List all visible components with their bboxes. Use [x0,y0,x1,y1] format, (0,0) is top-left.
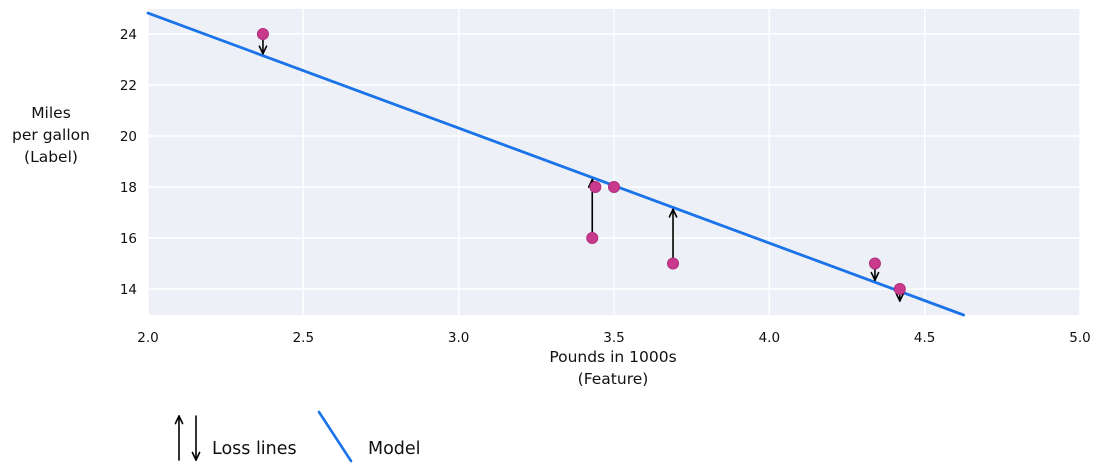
loss-line-arrow [870,267,880,281]
arrow-head-left [191,451,197,461]
y-axis-label-line3: (Label) [24,148,78,166]
loss-line-arrow [258,38,268,55]
y-axis-label-line1: Miles [31,104,71,122]
data-point [608,180,620,193]
legend-model-line-icon [317,410,353,463]
x-axis-label-line1: Pounds in 1000s [549,348,676,366]
data-point [667,257,680,270]
x-axis-label-line2: (Feature) [578,370,649,388]
legend: Loss lines Model [212,410,421,463]
loss-line-arrow [895,292,905,302]
arrow-head-left [668,208,674,218]
x-tick-label: 5.0 [1069,330,1090,346]
arrow-head-right [874,271,880,281]
x-tick-label: 3.0 [448,330,469,346]
arrow-head-right [178,415,184,425]
legend-loss-lines-label: Loss lines [212,439,297,459]
arrow-head-right [899,292,905,302]
loss-line-arrow [668,208,678,260]
arrow-head-left [587,178,594,188]
x-tick-label: 3.5 [603,330,624,346]
y-tick-label: 18 [120,180,137,196]
arrow-head-left [895,292,901,302]
y-tick-label: 14 [120,282,137,298]
arrow-head-right [195,451,201,461]
data-point [893,282,906,295]
x-tick-label: 4.0 [759,330,780,346]
x-tick-label: 4.5 [914,330,935,346]
data-point [589,180,602,193]
x-tick-label: 2.0 [137,330,158,346]
legend-down-arrow-icon [191,415,201,461]
y-axis-label-line2: per gallon [12,126,90,144]
y-tick-label: 20 [120,129,137,145]
data-point [586,231,599,244]
y-tick-label: 16 [120,231,137,247]
legend-up-arrow-icon [174,415,184,461]
arrow-head-right [262,45,268,55]
arrow-head-right [672,208,678,218]
y-tick-label: 22 [120,78,137,94]
data-point [256,27,269,40]
y-tick-label: 24 [120,27,137,43]
model-line [146,11,965,317]
x-tick-label: 2.5 [293,330,314,346]
arrow-head-left [258,45,264,55]
legend-model-label: Model [368,439,421,459]
arrow-head-left [174,415,180,425]
data-point [868,257,881,270]
arrow-head-left [870,271,876,281]
